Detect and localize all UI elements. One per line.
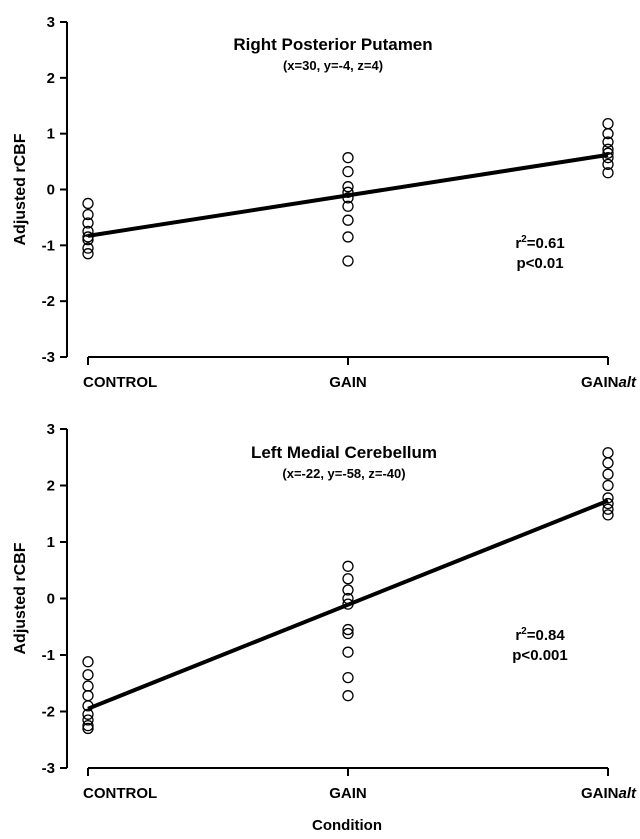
data-point [342, 627, 354, 640]
data-point [602, 479, 614, 492]
data-point [342, 623, 354, 636]
data-point [342, 690, 354, 702]
data-point [82, 714, 94, 726]
x-tick-label-main: GAIN [581, 785, 619, 802]
x-tick-label: CONTROL [83, 785, 157, 802]
y-axis-label: Adjusted rCBF [12, 133, 29, 245]
data-point [602, 147, 614, 159]
p-value-label: p<0.01 [516, 255, 563, 272]
data-point [602, 503, 614, 515]
x-tick-label: GAIN [329, 785, 367, 802]
data-point [342, 181, 354, 193]
data-point [82, 690, 94, 702]
r-squared-prefix: r [515, 235, 521, 252]
y-tick-label: 1 [47, 534, 55, 551]
y-tick-label: -1 [42, 237, 55, 254]
data-point [82, 225, 94, 238]
x-tick-label-italic: alt [618, 785, 637, 802]
data-point [82, 719, 94, 732]
data-point [342, 671, 354, 684]
chart-subtitle: (x=-22, y=-58, z=-40) [282, 466, 405, 481]
data-point [82, 680, 94, 692]
y-tick-label: -3 [42, 760, 55, 777]
data-point [342, 646, 354, 658]
regression-line [87, 498, 609, 711]
y-tick-label: 1 [47, 126, 55, 143]
y-tick-label: -1 [42, 647, 55, 664]
data-point [342, 573, 354, 585]
r-squared-label: r2=0.84 [515, 626, 565, 644]
x-tick-label-main: GAIN [581, 374, 619, 391]
data-point [342, 165, 354, 178]
data-point [602, 136, 614, 148]
data-point [82, 708, 94, 720]
data-point [82, 656, 94, 668]
x-tick-label: GAIN [329, 374, 367, 391]
data-point [342, 584, 354, 596]
y-tick-label: 3 [47, 421, 55, 438]
y-tick-label: -3 [42, 349, 55, 366]
data-point [82, 242, 94, 254]
y-tick-label: -2 [42, 704, 55, 721]
chart-title: Right Posterior Putamen [233, 35, 432, 54]
data-point [602, 468, 614, 480]
data-point [82, 248, 94, 260]
data-point [602, 457, 614, 469]
data-point [342, 200, 354, 212]
data-point [342, 152, 354, 164]
r-squared-value: =0.84 [527, 627, 566, 644]
r-squared-prefix: r [515, 627, 521, 644]
data-point [602, 509, 614, 521]
data-point [602, 447, 614, 459]
regression-line [87, 152, 609, 238]
chart-title: Left Medial Cerebellum [251, 443, 437, 462]
data-point [342, 231, 354, 243]
data-point [82, 197, 94, 210]
x-tick-label: CONTROL [83, 374, 157, 391]
data-point [602, 117, 614, 130]
x-tick-label-italic: alt [618, 374, 637, 391]
data-point [82, 722, 94, 735]
y-axis-label: Adjusted rCBF [12, 542, 29, 654]
y-tick-label: 3 [47, 14, 55, 31]
data-point [602, 167, 614, 179]
data-point [602, 128, 614, 140]
y-tick-label: 0 [47, 182, 55, 199]
r-squared-exponent: 2 [521, 234, 527, 245]
data-point [82, 217, 94, 229]
x-tick-label-main: GAIN [329, 785, 367, 802]
data-point [602, 158, 614, 171]
data-point [342, 560, 354, 572]
chart-subtitle: (x=30, y=-4, z=4) [283, 58, 383, 73]
x-axis-label: Condition [312, 817, 382, 834]
data-point [342, 214, 354, 226]
data-point [342, 255, 354, 267]
r-squared-label: r2=0.61 [515, 234, 564, 252]
x-tick-label: GAINalt [581, 374, 637, 391]
data-point [82, 669, 94, 681]
y-tick-label: 0 [47, 591, 55, 608]
data-point [602, 143, 614, 155]
data-point [82, 208, 94, 221]
y-tick-label: 2 [47, 70, 55, 87]
x-tick-label-main: CONTROL [83, 374, 157, 391]
x-tick-label: GAINalt [581, 785, 637, 802]
r-squared-exponent: 2 [521, 626, 527, 637]
x-tick-label-main: CONTROL [83, 785, 157, 802]
x-tick-label-main: GAIN [329, 374, 367, 391]
y-tick-label: -2 [42, 293, 55, 310]
data-point [602, 492, 614, 504]
y-tick-label: 2 [47, 478, 55, 495]
p-value-label: p<0.001 [512, 647, 567, 664]
r-squared-value: =0.61 [527, 235, 565, 252]
